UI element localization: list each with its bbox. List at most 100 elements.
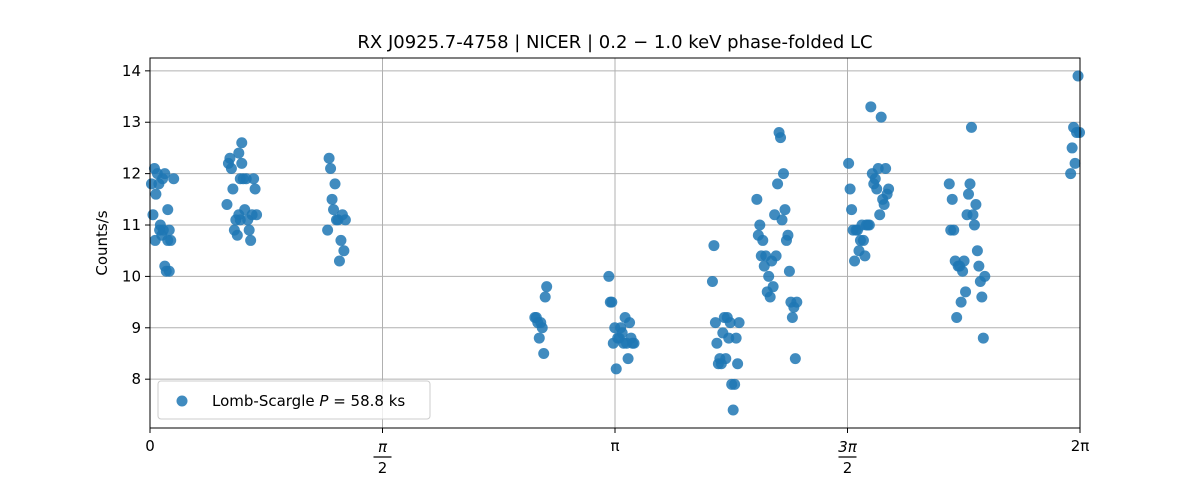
data-point — [1069, 157, 1081, 169]
x-tick-fraction-label: 3π2 — [838, 438, 858, 477]
data-point — [846, 204, 858, 216]
data-point — [249, 183, 261, 195]
data-point — [538, 347, 550, 359]
data-point — [865, 101, 877, 113]
data-point — [757, 234, 769, 246]
data-point — [943, 178, 955, 190]
data-point — [968, 219, 980, 231]
chart-title: RX J0925.7-4758 | NICER | 0.2 − 1.0 keV … — [357, 32, 872, 53]
data-point — [536, 322, 548, 334]
data-point — [227, 183, 239, 195]
data-point — [729, 378, 741, 390]
y-axis-ticks: 8 9 10 11 12 13 14 — [122, 62, 150, 388]
data-point — [951, 312, 963, 324]
data-point — [963, 188, 975, 200]
data-point — [251, 209, 263, 221]
data-point — [236, 157, 248, 169]
data-point — [875, 111, 887, 123]
data-point — [976, 291, 988, 303]
data-point — [733, 317, 745, 329]
data-point — [168, 173, 180, 185]
data-point — [628, 337, 640, 349]
data-point — [339, 214, 351, 226]
data-point — [764, 291, 776, 303]
data-point — [791, 296, 803, 308]
y-tick-label: 14 — [122, 62, 141, 80]
data-point — [708, 240, 720, 252]
data-point — [706, 276, 718, 288]
y-tick-label: 8 — [131, 370, 141, 388]
data-point — [772, 178, 784, 190]
data-point — [970, 198, 982, 210]
data-point — [863, 219, 875, 231]
data-point — [957, 265, 969, 277]
data-point — [727, 404, 739, 416]
data-points — [145, 70, 1086, 416]
data-point — [973, 260, 985, 272]
data-point — [335, 234, 347, 246]
data-point — [616, 327, 628, 339]
data-point — [150, 188, 162, 200]
data-point — [859, 250, 871, 262]
data-point — [1066, 142, 1078, 154]
x-tick-label: π — [610, 437, 619, 455]
data-point — [1072, 70, 1084, 82]
data-point — [964, 178, 976, 190]
x-tick-numerator: π — [378, 438, 388, 456]
data-point — [165, 234, 177, 246]
x-tick-denominator: 2 — [843, 459, 853, 477]
data-point — [231, 229, 243, 241]
x-tick-denominator: 2 — [378, 459, 388, 477]
data-point — [946, 193, 958, 205]
data-point — [323, 152, 335, 164]
data-point — [965, 121, 977, 133]
data-point — [730, 332, 742, 344]
y-tick-label: 10 — [122, 267, 141, 285]
y-tick-label: 11 — [122, 216, 141, 234]
y-tick-label: 9 — [131, 319, 141, 337]
data-point — [333, 255, 345, 267]
y-tick-label: 13 — [122, 113, 141, 131]
data-point — [225, 162, 237, 174]
data-point — [163, 224, 175, 236]
data-point — [955, 296, 967, 308]
data-point — [844, 183, 856, 195]
data-point — [329, 178, 341, 190]
data-point — [979, 270, 991, 282]
x-tick-label: 0 — [145, 437, 155, 455]
data-point — [624, 317, 636, 329]
data-point — [233, 147, 245, 159]
data-point — [767, 281, 779, 293]
data-point — [533, 332, 545, 344]
data-point — [338, 245, 350, 257]
data-point — [779, 204, 791, 216]
data-point — [622, 353, 634, 365]
data-point — [243, 224, 255, 236]
data-point — [948, 224, 960, 236]
data-point — [843, 157, 855, 169]
data-point — [777, 168, 789, 180]
data-point — [610, 363, 622, 375]
data-point — [162, 204, 174, 216]
x-tick-fraction-label: π2 — [373, 438, 392, 477]
data-point — [711, 337, 723, 349]
data-point — [709, 317, 721, 329]
data-point — [967, 209, 979, 221]
data-point — [724, 317, 736, 329]
data-point — [147, 209, 159, 221]
data-point — [326, 193, 338, 205]
data-point — [883, 183, 895, 195]
data-point — [236, 137, 248, 149]
data-point — [763, 270, 775, 282]
data-point — [789, 353, 801, 365]
data-point — [720, 353, 732, 365]
data-point — [770, 250, 782, 262]
legend-box — [157, 380, 431, 420]
data-point — [958, 255, 970, 267]
data-point — [783, 265, 795, 277]
data-point — [224, 152, 236, 164]
data-point — [775, 132, 787, 144]
data-point — [971, 245, 983, 257]
